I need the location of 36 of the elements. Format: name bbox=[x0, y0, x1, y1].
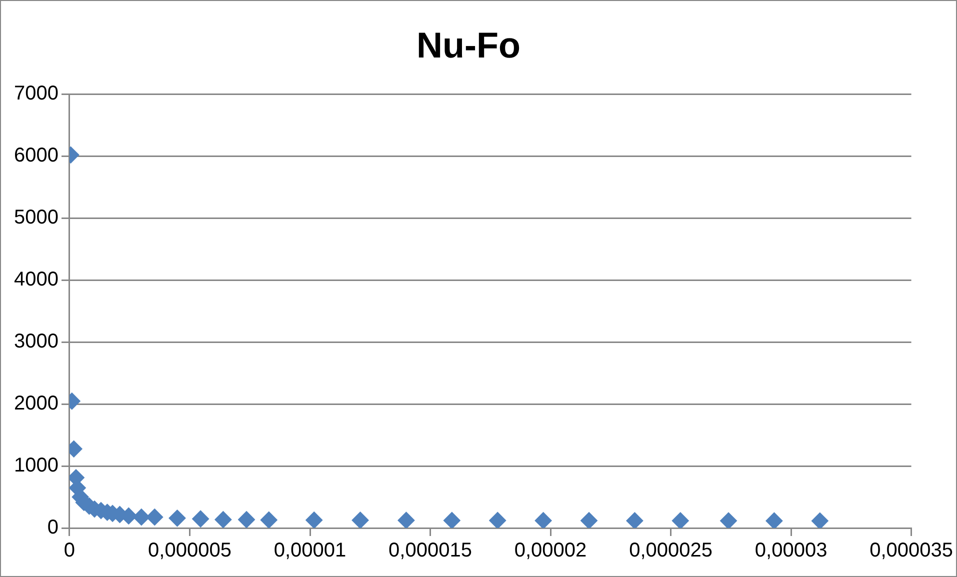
point bbox=[306, 512, 323, 528]
y-tick-label: 3000 bbox=[14, 330, 58, 353]
x-tick-label: 0 bbox=[64, 540, 76, 562]
point bbox=[766, 512, 783, 528]
point bbox=[489, 512, 506, 528]
point bbox=[811, 512, 828, 528]
point bbox=[534, 512, 552, 528]
x-tick-label: 0,000025 bbox=[629, 540, 712, 562]
point bbox=[398, 512, 415, 528]
y-tick-label: 5000 bbox=[14, 206, 58, 229]
point bbox=[168, 510, 186, 527]
point bbox=[260, 512, 278, 528]
point bbox=[132, 508, 150, 526]
chart-title: Nu-Fo bbox=[416, 24, 520, 66]
y-tick-label: 7000 bbox=[14, 82, 58, 105]
y-tick-label: 0 bbox=[47, 516, 58, 539]
x-tick-label: 0,000035 bbox=[870, 540, 953, 562]
point bbox=[192, 510, 210, 528]
point bbox=[238, 511, 256, 528]
y-tick-label: 4000 bbox=[14, 268, 58, 291]
y-tick-label: 6000 bbox=[14, 144, 58, 167]
point bbox=[214, 511, 232, 528]
point bbox=[626, 512, 644, 528]
point bbox=[352, 512, 369, 528]
x-tick-label: 0,00001 bbox=[274, 540, 346, 562]
x-tick-label: 0,000015 bbox=[388, 540, 472, 562]
point bbox=[720, 512, 737, 528]
y-tick-label: 1000 bbox=[14, 454, 58, 477]
point bbox=[443, 512, 460, 528]
x-tick-label: 0,00002 bbox=[514, 540, 587, 562]
y-tick-label: 2000 bbox=[14, 392, 58, 415]
x-tick-label: 0,00003 bbox=[754, 540, 828, 562]
x-tick-label: 0,000005 bbox=[148, 540, 232, 562]
point bbox=[672, 512, 689, 528]
point bbox=[146, 508, 164, 526]
point bbox=[580, 512, 598, 528]
